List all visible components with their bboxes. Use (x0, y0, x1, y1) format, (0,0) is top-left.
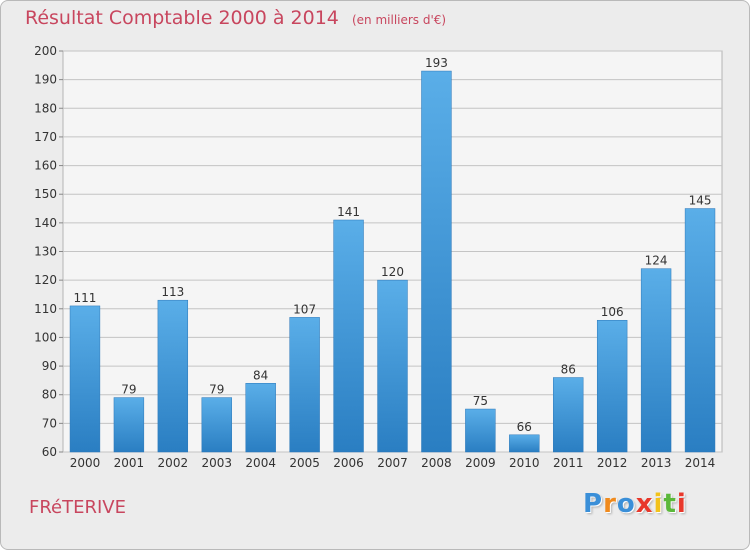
y-tick-label: 170 (34, 130, 57, 144)
y-tick-label: 200 (34, 44, 57, 58)
value-label: 124 (645, 254, 668, 268)
y-tick-label: 90 (42, 359, 57, 373)
y-tick-label: 160 (34, 159, 57, 173)
bar-2008 (421, 70, 452, 453)
value-label: 107 (293, 302, 316, 316)
value-label: 79 (121, 383, 136, 397)
x-tick-label: 2012 (597, 456, 628, 470)
bar-2000 (69, 305, 101, 453)
bar-2001 (113, 397, 145, 453)
y-tick-label: 100 (34, 330, 57, 344)
unit-label: (en milliers d'€) (351, 13, 447, 27)
bar-2003 (201, 397, 232, 453)
x-tick-label: 2014 (685, 456, 716, 470)
bar-2010 (509, 434, 540, 453)
value-label: 193 (425, 56, 448, 70)
x-tick-label: 2007 (377, 456, 408, 470)
x-tick-label: 2008 (421, 456, 452, 470)
value-label: 84 (253, 368, 268, 382)
x-tick-label: 2006 (333, 456, 364, 470)
y-axis-ticks: 60 70 80 90 100 110 120 130 140 150 160 170 180 190 20… (34, 44, 63, 459)
logo-letter: x (635, 489, 654, 519)
logo-letter: t (663, 489, 677, 519)
bar-2007 (377, 279, 408, 453)
y-tick-label: 80 (42, 388, 57, 402)
title-text: Résultat Comptable 2000 à 2014 (25, 7, 339, 29)
logo-letter: o (616, 489, 636, 519)
value-label: 75 (473, 394, 488, 408)
value-label: 106 (601, 305, 624, 319)
y-tick-label: 120 (34, 273, 57, 287)
value-label: 111 (74, 291, 97, 305)
x-tick-label: 2001 (114, 456, 145, 470)
bar-2012 (596, 319, 628, 453)
value-label: 79 (209, 383, 224, 397)
bar-2006 (333, 219, 364, 453)
x-tick-label: 2010 (509, 456, 540, 470)
value-label: 141 (337, 205, 360, 219)
y-tick-label: 70 (42, 416, 57, 430)
y-tick-label: 130 (34, 245, 57, 259)
x-tick-label: 2000 (70, 456, 101, 470)
y-tick-label: 140 (34, 216, 57, 230)
y-tick-label: 180 (34, 101, 57, 115)
bar-2005 (289, 317, 320, 453)
logo-letter: P (583, 489, 604, 519)
logo-letter: i (676, 489, 687, 519)
bar-2004 (245, 383, 276, 453)
x-tick-label: 2013 (641, 456, 672, 470)
proxiti-logo: Proxiti (583, 489, 687, 519)
value-label: 145 (689, 194, 712, 208)
x-tick-label: 2005 (289, 456, 320, 470)
x-tick-label: 2004 (245, 456, 276, 470)
y-tick-label: 150 (34, 187, 57, 201)
x-tick-label: 2003 (201, 456, 232, 470)
y-tick-label: 190 (34, 73, 57, 87)
y-tick-label: 60 (42, 445, 57, 459)
bar-2014 (684, 208, 716, 453)
value-label: 113 (161, 285, 184, 299)
bar-2009 (465, 408, 496, 453)
value-label: 120 (381, 265, 404, 279)
x-axis-ticks: 2000 2001 2002 2003 2004 2005 2006 2007 2008 2009… (70, 456, 716, 470)
bar-chart: 60 70 80 90 100 110 120 130 140 150 160 170 180 190 20… (34, 44, 723, 470)
value-labels: 111 79 113 79 84 107 141 120 193 75 66 86 106 124 145 (74, 56, 712, 434)
x-tick-label: 2011 (553, 456, 584, 470)
value-label: 66 (517, 420, 532, 434)
chart-title: Résultat Comptable 2000 à 2014 (en milli… (25, 7, 446, 29)
logo-letter: r (603, 489, 617, 519)
x-tick-label: 2009 (465, 456, 496, 470)
bars (69, 70, 716, 453)
bar-2011 (553, 377, 584, 453)
logo-letter: i (653, 489, 664, 519)
y-tick-label: 110 (34, 302, 57, 316)
bar-2013 (640, 268, 672, 453)
bar-2002 (157, 299, 189, 453)
commune-name: FRéTERIVE (29, 497, 126, 518)
value-label: 86 (561, 363, 576, 377)
x-tick-label: 2002 (158, 456, 189, 470)
